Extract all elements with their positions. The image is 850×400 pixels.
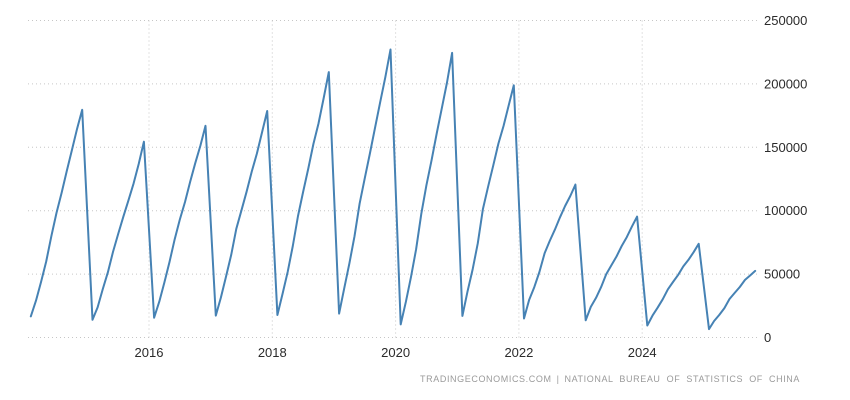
x-axis-tick-label: 2016: [135, 345, 164, 360]
x-axis-tick-label: 2020: [381, 345, 410, 360]
chart-footer: TRADINGECONOMICS.COM | NATIONAL BUREAU OF …: [420, 374, 800, 384]
x-axis-tick-label: 2024: [628, 345, 657, 360]
x-axis-tick-label: 2022: [504, 345, 533, 360]
y-axis-tick-label: 0: [764, 330, 771, 345]
y-axis-tick-label: 250000: [764, 13, 807, 28]
y-axis-tick-label: 150000: [764, 140, 807, 155]
data-line: [29, 48, 757, 331]
footer-source: NATIONAL BUREAU OF STATISTICS OF CHINA: [564, 374, 800, 384]
footer-separator: |: [556, 374, 560, 384]
y-axis-tick-label: 50000: [764, 267, 800, 282]
y-axis-tick-label: 200000: [764, 76, 807, 91]
x-axis-tick-label: 2018: [258, 345, 287, 360]
footer-provider: TRADINGECONOMICS.COM: [420, 374, 552, 384]
y-axis-tick-label: 100000: [764, 203, 807, 218]
